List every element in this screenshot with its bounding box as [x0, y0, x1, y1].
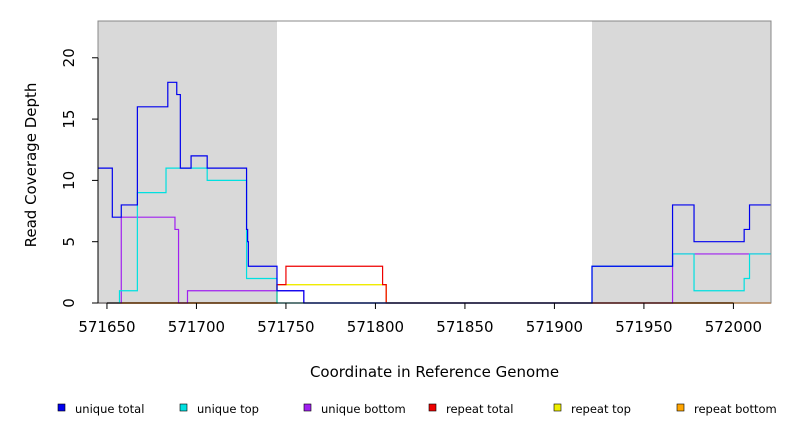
- y-axis-title: Read Coverage Depth: [22, 83, 40, 248]
- legend-item-unique-bottom: unique bottom: [303, 402, 406, 416]
- x-tick-label: 571700: [168, 318, 225, 336]
- legend-swatch: [57, 403, 66, 412]
- shaded-region-1: [592, 21, 771, 303]
- y-tick-label: 5: [60, 237, 78, 247]
- legend-label: repeat bottom: [694, 402, 777, 416]
- legend-label: repeat top: [571, 402, 631, 416]
- y-tick-label: 20: [60, 48, 78, 67]
- legend-item-unique-top: unique top: [179, 402, 259, 416]
- x-tick-label: 571900: [526, 318, 583, 336]
- legend-item-repeat-bottom: repeat bottom: [676, 402, 777, 416]
- legend-swatch: [553, 403, 562, 412]
- series-line-unique-total: [98, 81, 771, 304]
- legend-label: unique bottom: [321, 402, 406, 416]
- legend-swatch: [428, 403, 437, 412]
- legend-swatch: [303, 403, 312, 412]
- legend-label: repeat total: [446, 402, 513, 416]
- legend-swatch: [676, 403, 685, 412]
- x-tick-label: 572000: [705, 318, 762, 336]
- legend-item-repeat-top: repeat top: [553, 402, 631, 416]
- x-tick-label: 571950: [615, 318, 672, 336]
- legend-swatch: [179, 403, 188, 412]
- legend-item-unique-total: unique total: [57, 402, 144, 416]
- x-axis: 571650 571700 571750 571800 571850 571900 5719…: [78, 302, 762, 336]
- x-axis-title: Coordinate in Reference Genome: [310, 363, 559, 381]
- legend-label: unique top: [197, 402, 259, 416]
- shaded-region-0: [98, 21, 277, 303]
- y-tick-label: 0: [60, 298, 78, 308]
- y-tick-label: 10: [60, 171, 78, 190]
- y-axis: 0 5 10 15 20: [60, 48, 99, 308]
- legend-label: unique total: [75, 402, 144, 416]
- legend-item-repeat-total: repeat total: [428, 402, 513, 416]
- x-tick-label: 571750: [257, 318, 314, 336]
- shaded-regions: [98, 21, 771, 303]
- legend: unique total unique top unique bottom repea…: [57, 402, 777, 416]
- x-tick-label: 571650: [78, 318, 135, 336]
- y-tick-label: 15: [60, 110, 78, 129]
- x-tick-label: 571800: [347, 318, 404, 336]
- x-tick-label: 571850: [436, 318, 493, 336]
